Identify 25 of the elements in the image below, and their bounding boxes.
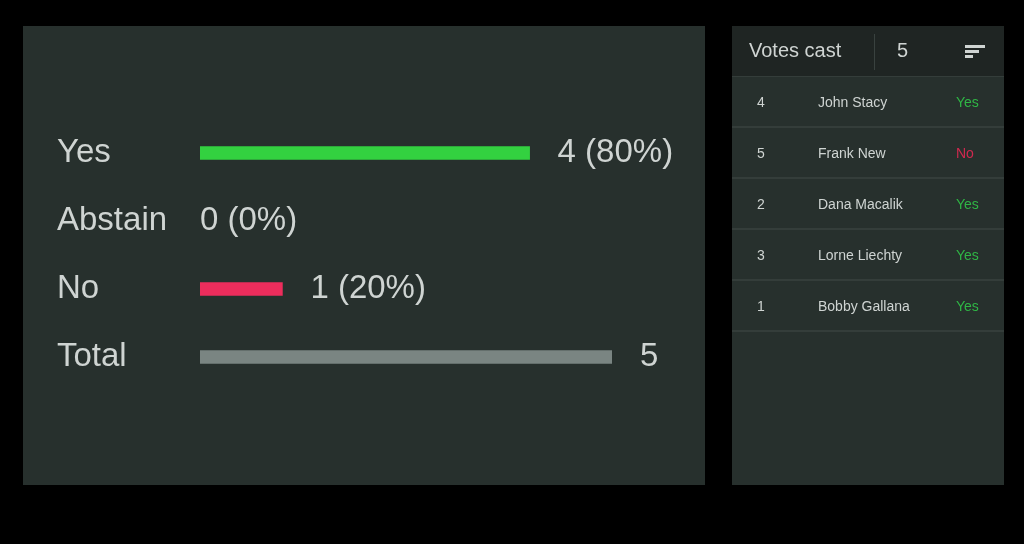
text: 3 — [757, 247, 765, 263]
text: Votes cast — [749, 39, 842, 62]
text: Lorne Liechty — [818, 247, 903, 263]
data-label: 4 (80%) — [557, 132, 674, 170]
text: 2 — [757, 196, 765, 212]
text: Frank New — [818, 145, 886, 161]
y-tick-label: No — [57, 268, 100, 306]
data-label: 5 — [640, 336, 659, 374]
text: Yes — [956, 298, 979, 314]
data-label: 1 (20%) — [310, 268, 426, 306]
y-tick-label: Abstain — [57, 200, 168, 238]
text: Yes — [956, 196, 979, 212]
text: 5 — [757, 145, 765, 161]
text: Yes — [956, 94, 979, 110]
text: No — [956, 145, 974, 161]
text: 1 — [757, 298, 765, 314]
text: 5 — [897, 39, 909, 62]
data-label: 0 (0%) — [200, 200, 298, 238]
y-tick-label: Total — [57, 336, 127, 374]
text: John Stacy — [818, 94, 888, 110]
y-tick-label: Yes — [57, 132, 111, 170]
text: Yes — [956, 247, 979, 263]
text: 4 — [757, 94, 765, 110]
text: Bobby Gallana — [818, 298, 910, 314]
text: Dana Macalik — [818, 196, 903, 212]
